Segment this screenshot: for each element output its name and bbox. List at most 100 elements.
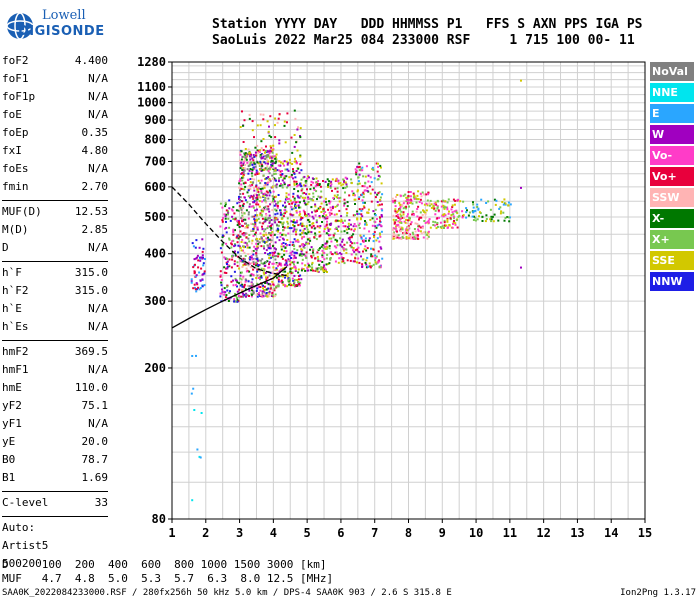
echo-point: [355, 253, 358, 256]
echo-point: [398, 225, 401, 228]
echo-point: [268, 134, 271, 137]
echo-point: [298, 201, 301, 204]
echo-point: [276, 236, 279, 239]
echo-point: [354, 203, 356, 205]
param-row: h`F 315.0: [2, 266, 108, 284]
param-row: foEp 0.35: [2, 126, 108, 144]
header-values: SaoLuis 2022 Mar25 084 233000 RSF 1 715 …: [212, 33, 635, 48]
echo-point: [237, 234, 240, 237]
echo-point: [298, 210, 301, 213]
echo-point: [245, 293, 248, 296]
echo-point: [263, 262, 266, 265]
echo-point: [279, 164, 282, 167]
echo-point: [322, 212, 325, 215]
echo-point: [244, 153, 247, 156]
echo-point: [364, 237, 367, 240]
echo-point: [443, 224, 446, 227]
echo-point: [253, 258, 256, 261]
echo-point: [235, 295, 238, 297]
param-row: yF1 N/A: [2, 417, 108, 435]
echo-point: [503, 219, 506, 222]
echo-point: [449, 217, 452, 220]
echo-point: [244, 199, 247, 202]
echo-point: [443, 213, 446, 216]
echo-point: [424, 222, 427, 224]
echo-point: [328, 200, 330, 203]
echo-point: [276, 202, 279, 205]
echo-point: [224, 291, 227, 294]
echo-point: [379, 164, 382, 167]
echo-point: [303, 235, 306, 238]
echo-point: [296, 238, 299, 241]
echo-point: [219, 292, 222, 295]
echo-point: [314, 257, 317, 260]
echo-point: [439, 221, 442, 224]
echo-point: [363, 227, 366, 230]
echo-point: [267, 266, 270, 269]
echo-point: [290, 205, 293, 208]
echo-point: [342, 221, 344, 224]
echo-point: [297, 190, 300, 193]
echo-point: [377, 250, 380, 253]
echo-point: [417, 205, 420, 208]
echo-point: [244, 163, 246, 166]
echo-point: [265, 145, 267, 148]
echo-point: [275, 223, 278, 226]
echo-point: [467, 214, 470, 217]
echo-point: [301, 249, 304, 252]
echo-point: [232, 239, 235, 242]
echo-point: [374, 191, 377, 194]
echo-point: [302, 229, 305, 232]
echo-point: [239, 196, 242, 199]
echo-point: [329, 214, 332, 217]
echo-point: [301, 253, 304, 256]
echo-point: [241, 168, 244, 171]
echo-point: [242, 234, 245, 237]
echo-point: [365, 259, 368, 262]
echo-point: [396, 224, 399, 227]
echo-point: [378, 232, 381, 235]
echo-point: [301, 196, 304, 199]
echo-point: [263, 221, 266, 224]
param-value: N/A: [88, 302, 108, 315]
echo-point: [426, 199, 429, 202]
echo-point: [407, 219, 409, 222]
echo-point: [342, 249, 345, 252]
echo-point: [324, 247, 327, 250]
echo-point: [236, 264, 239, 267]
echo-point: [244, 218, 247, 221]
echo-point: [256, 173, 259, 175]
echo-point: [392, 235, 395, 238]
echo-point: [260, 236, 263, 239]
param-row: MUF(D) 12.53: [2, 205, 108, 223]
param-row: yE 20.0: [2, 435, 108, 453]
echo-point: [241, 110, 243, 113]
echo-point: [264, 282, 267, 284]
echo-point: [243, 286, 246, 289]
echo-point: [324, 217, 327, 220]
echo-point: [277, 285, 280, 288]
echo-point: [366, 186, 369, 189]
echo-point: [256, 270, 259, 273]
echo-point: [234, 279, 237, 282]
echo-point: [255, 171, 258, 174]
echo-point: [343, 243, 346, 246]
echo-point: [356, 189, 359, 192]
param-value: 12.53: [74, 205, 108, 218]
echo-point: [256, 124, 259, 127]
echo-point: [366, 247, 369, 250]
echo-point: [509, 203, 512, 206]
echo-point: [241, 172, 244, 175]
echo-point: [238, 195, 240, 198]
param-key: fxI: [2, 144, 22, 157]
echo-point: [307, 242, 310, 245]
echo-point: [195, 274, 198, 277]
echo-point: [262, 113, 265, 116]
echo-point: [265, 233, 268, 236]
echo-point: [272, 266, 275, 269]
x-tick-label: 10: [469, 526, 483, 540]
echo-point: [247, 172, 250, 175]
echo-point: [244, 181, 247, 184]
echo-point: [233, 260, 236, 263]
echo-point: [301, 243, 304, 246]
